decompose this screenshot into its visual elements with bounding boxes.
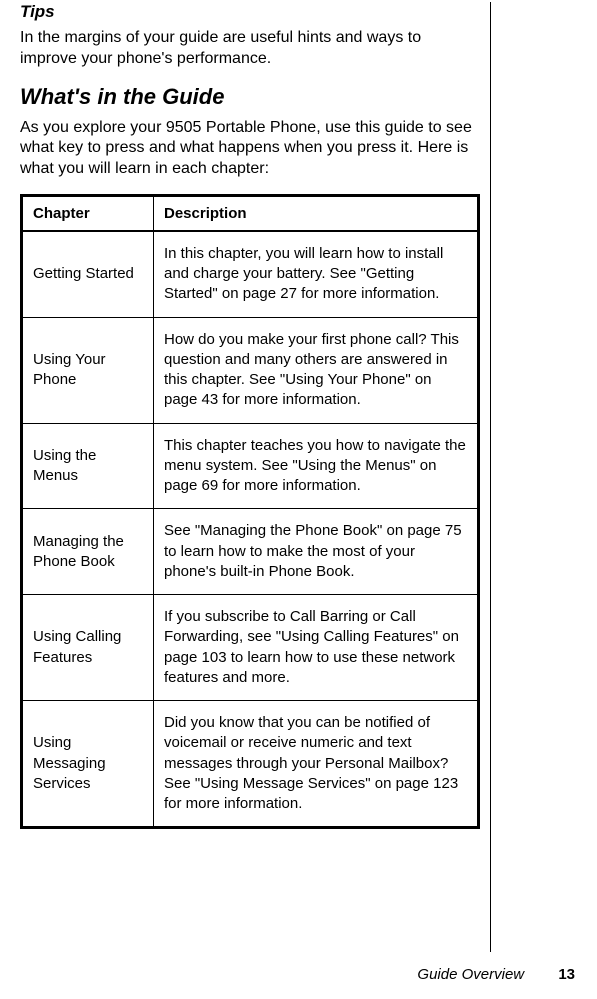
cell-chapter: Using the Menus bbox=[22, 423, 154, 509]
margin-rule bbox=[490, 2, 491, 952]
table-row: Using the Menus This chapter teaches you… bbox=[22, 423, 479, 509]
tips-body: In the margins of your guide are useful … bbox=[20, 28, 480, 70]
cell-description: This chapter teaches you how to navigate… bbox=[154, 423, 479, 509]
footer: Guide Overview 13 bbox=[417, 966, 575, 983]
table-row: Using Calling Features If you subscribe … bbox=[22, 595, 479, 701]
table-header-row: Chapter Description bbox=[22, 195, 479, 231]
col-chapter: Chapter bbox=[22, 195, 154, 231]
cell-chapter: Using Your Phone bbox=[22, 317, 154, 423]
chapters-table: Chapter Description Getting Started In t… bbox=[20, 194, 480, 830]
cell-description: See "Managing the Phone Book" on page 75… bbox=[154, 509, 479, 595]
cell-description: If you subscribe to Call Barring or Call… bbox=[154, 595, 479, 701]
whats-in-guide-heading: What's in the Guide bbox=[20, 84, 480, 110]
cell-description: In this chapter, you will learn how to i… bbox=[154, 231, 479, 317]
footer-page-number: 13 bbox=[558, 966, 575, 983]
cell-chapter: Using Calling Features bbox=[22, 595, 154, 701]
tips-heading: Tips bbox=[20, 2, 480, 22]
table-row: Using Your Phone How do you make your fi… bbox=[22, 317, 479, 423]
cell-description: Did you know that you can be notified of… bbox=[154, 701, 479, 828]
cell-chapter: Managing the Phone Book bbox=[22, 509, 154, 595]
whats-in-guide-body: As you explore your 9505 Portable Phone,… bbox=[20, 118, 480, 180]
cell-chapter: Getting Started bbox=[22, 231, 154, 317]
content-column: Tips In the margins of your guide are us… bbox=[20, 2, 480, 829]
cell-description: How do you make your first phone call? T… bbox=[154, 317, 479, 423]
page: Tips In the margins of your guide are us… bbox=[0, 2, 597, 999]
table-row: Getting Started In this chapter, you wil… bbox=[22, 231, 479, 317]
col-description: Description bbox=[154, 195, 479, 231]
cell-chapter: Using Messaging Services bbox=[22, 701, 154, 828]
footer-section: Guide Overview bbox=[417, 966, 524, 983]
table-row: Using Messaging Services Did you know th… bbox=[22, 701, 479, 828]
table-row: Managing the Phone Book See "Managing th… bbox=[22, 509, 479, 595]
